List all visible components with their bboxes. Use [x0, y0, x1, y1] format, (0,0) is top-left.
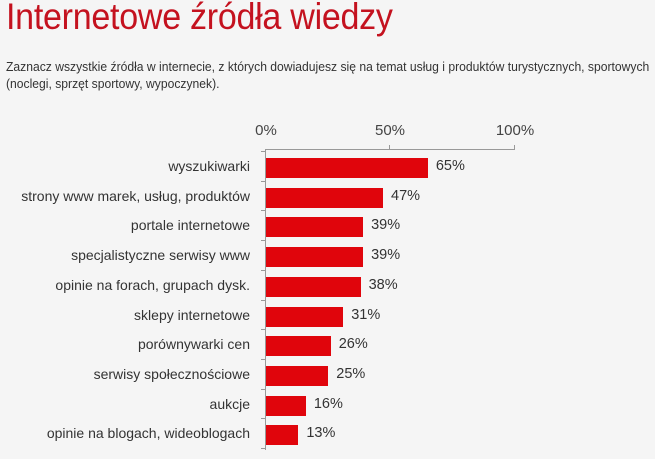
y-tick — [261, 358, 265, 360]
bar-row: aukcje 16% — [0, 391, 655, 421]
bar — [266, 158, 428, 178]
category-label: portale internetowe — [130, 217, 250, 234]
category-label: aukcje — [209, 395, 250, 412]
category-label: opinie na forach, grupach dysk. — [55, 276, 250, 293]
category-label: opinie na blogach, wideoblogach — [46, 425, 250, 442]
y-tick — [261, 448, 265, 449]
bar — [266, 336, 331, 357]
y-tick — [261, 329, 265, 331]
bar — [266, 217, 364, 238]
chart-title: Internetowe źródła wiedzy — [6, 0, 393, 37]
bar — [266, 306, 344, 327]
value-label: 38% — [368, 276, 398, 293]
category-label: wyszukiwarki — [168, 158, 250, 174]
category-label: porównywarki cen — [137, 336, 250, 353]
x-tick-label-0: 0% — [255, 122, 277, 139]
y-tick — [261, 240, 265, 242]
category-label: sklepy internetowe — [134, 306, 250, 323]
value-label: 39% — [371, 217, 401, 234]
value-label: 39% — [371, 247, 401, 264]
y-axis-line — [265, 149, 266, 450]
bar-row: strony www marek, usług, produktów 47% — [0, 183, 655, 213]
bar-row: opinie na forach, grupach dysk. 38% — [0, 272, 655, 302]
bar-row: sklepy internetowe 31% — [0, 302, 655, 332]
value-label: 31% — [351, 306, 381, 323]
bar-row: opinie na blogach, wideoblogach 13% — [0, 420, 655, 450]
x-tick-100 — [514, 145, 515, 150]
value-label: 13% — [306, 425, 336, 442]
value-label: 47% — [391, 187, 421, 204]
bar — [266, 276, 361, 297]
bar — [266, 365, 329, 386]
value-label: 16% — [313, 395, 343, 412]
value-label: 26% — [338, 336, 368, 353]
bar — [266, 187, 384, 208]
bar-row: portale internetowe 39% — [0, 212, 655, 242]
bar-row: porównywarki cen 26% — [0, 331, 655, 361]
category-label: specjalistyczne serwisy www — [71, 247, 250, 264]
y-tick — [261, 299, 265, 301]
bar — [266, 425, 299, 446]
x-axis-line — [265, 149, 515, 150]
bar-row: specjalistyczne serwisy www 39% — [0, 242, 655, 272]
category-label: strony www marek, usług, produktów — [21, 187, 250, 204]
y-tick — [261, 210, 265, 212]
y-tick — [261, 388, 265, 390]
bar-row: wyszukiwarki 65% — [0, 153, 655, 183]
bar — [266, 395, 306, 416]
value-label: 25% — [336, 365, 366, 382]
y-tick — [261, 151, 265, 152]
chart-subtitle: Zaznacz wszystkie źródła w internecie, z… — [6, 59, 650, 91]
y-tick — [261, 180, 265, 182]
value-label: 65% — [435, 158, 465, 174]
bar — [266, 247, 364, 268]
bar-row: serwisy społecznościowe 25% — [0, 361, 655, 391]
x-tick-50 — [389, 145, 390, 150]
x-tick-label-50: 50% — [374, 122, 406, 139]
category-label: serwisy społecznościowe — [93, 365, 250, 382]
y-tick — [261, 418, 265, 420]
y-tick — [261, 269, 265, 271]
x-tick-label-100: 100% — [495, 122, 535, 139]
